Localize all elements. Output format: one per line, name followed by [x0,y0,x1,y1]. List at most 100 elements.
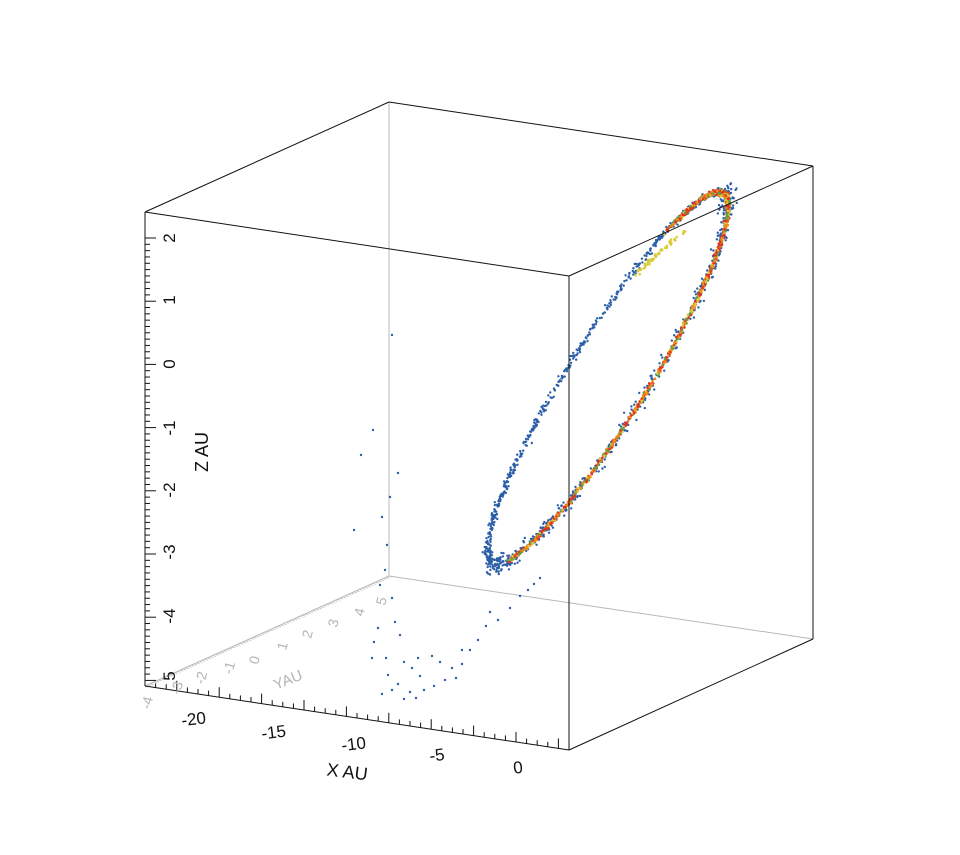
data-point [701,283,705,287]
y-tick-mark [369,584,374,587]
y-tick-mark [215,653,219,656]
data-point [632,270,635,274]
data-point [652,244,655,247]
data-point [537,412,541,415]
data-point [495,570,498,573]
data-point [718,208,721,211]
data-point [672,345,675,349]
data-point [490,523,493,526]
data-point [531,539,535,542]
y-tick-mark [226,648,230,651]
data-point [703,288,707,292]
data-point [673,341,676,344]
y-tick-mark [277,625,282,628]
data-point [638,262,642,265]
y-tick-mark [180,669,184,672]
x-tick-label: -10 [340,733,367,755]
data-point [570,507,573,510]
data-point [493,558,496,562]
data-point [724,194,727,197]
y-tick-mark [220,651,225,654]
data-point [677,335,680,338]
data-point [518,552,521,556]
data-point [551,526,555,529]
data-point [689,317,692,320]
data-point [506,563,509,567]
data-point [684,211,687,215]
data-point [496,517,499,521]
y-tick-mark [177,670,181,673]
data-point [486,558,489,561]
z-tick-label: -2 [160,482,179,497]
data-point [704,195,708,198]
data-point [591,470,594,473]
data-point [580,486,583,490]
data-point [601,456,604,460]
data-point [591,326,595,329]
data-point [634,269,638,273]
data-point [641,394,645,398]
data-point [547,526,550,530]
data-point [728,199,731,203]
data-point [516,453,519,456]
data-point [681,213,685,217]
data-point [646,384,649,388]
data-point [685,208,688,211]
data-point [729,183,732,186]
data-point [507,475,510,478]
data-point [619,425,623,428]
data-point [552,395,555,398]
data-point [534,418,537,421]
data-point [723,233,726,236]
y-tick-mark [150,683,154,686]
data-point [707,271,711,274]
y-tick-mark [237,643,241,646]
data-point [598,316,602,320]
y-tick-mark [261,632,265,635]
data-point [687,209,691,212]
data-point [523,536,526,540]
y-tick-mark [274,626,279,629]
data-point [726,184,729,187]
data-point [571,354,574,358]
data-point [519,547,522,550]
data-point [724,239,727,242]
data-point [635,418,638,422]
data-point [685,318,689,321]
data-point [600,316,603,319]
y-tick-mark [285,621,290,624]
data-point [722,211,725,215]
data-point [638,272,641,276]
y-tick-mark [245,640,249,643]
data-point [502,552,505,555]
data-point [623,421,627,424]
data-point [726,223,730,227]
data-point [506,473,510,476]
data-point [501,495,504,498]
data-point [385,543,389,547]
data-point [665,246,669,249]
data-point [697,293,700,296]
y-tick-label: 0 [245,654,263,666]
data-point [490,562,493,566]
data-point [699,299,702,303]
data-point [638,391,641,395]
data-point [595,464,598,467]
data-point [646,260,650,264]
data-point [643,386,646,389]
data-point [576,352,579,355]
data-point [502,491,505,494]
y-tick-mark [359,588,363,591]
data-point [396,471,400,475]
data-point [493,565,496,568]
y-tick-mark [283,623,287,626]
data-point [384,656,388,660]
data-point [644,390,648,393]
data-point [541,406,544,410]
data-point [647,382,651,385]
data-point [648,258,651,262]
data-point [495,510,498,513]
data-point [590,472,594,476]
data-point [422,688,426,692]
data-point [690,308,694,311]
